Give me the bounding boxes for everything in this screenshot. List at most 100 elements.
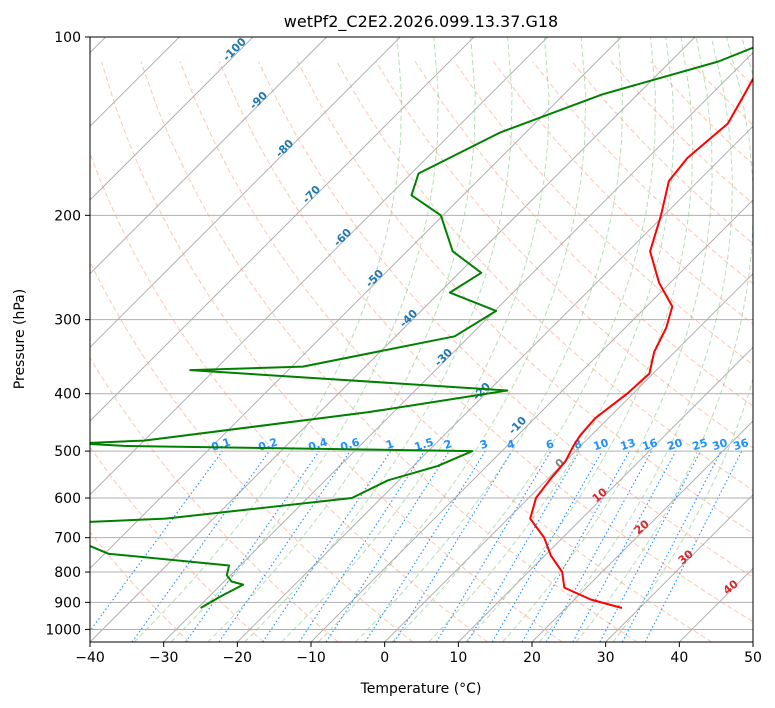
moist-adiabat-line: [428, 37, 675, 642]
x-tick-label: −10: [296, 650, 326, 666]
mixing-ratio-label: 0.2: [257, 435, 280, 453]
mixing-ratio-label: 10: [592, 436, 611, 453]
isotherm-line: [384, 272, 753, 642]
mixing-ratio-line: [364, 450, 486, 642]
theta-e-label: 20: [632, 517, 652, 537]
y-tick-label: 500: [54, 444, 81, 460]
mixing-ratio-line: [185, 450, 320, 642]
profile-lines: [90, 46, 753, 609]
isotherm-line: [90, 37, 549, 496]
mixing-ratio-line: [262, 450, 392, 642]
dry-adiabat-line: [453, 61, 753, 366]
dry-adiabat-line: [90, 151, 488, 642]
dry-adiabat-line: [140, 61, 638, 642]
chart-title: wetPf2_C2E2.2026.099.13.37.G18: [284, 12, 558, 32]
dry-adiabat-line: [90, 356, 339, 642]
x-tick-label: 0: [380, 650, 389, 666]
y-tick-label: 800: [54, 565, 81, 581]
mixing-ratio-label: 0.1: [210, 435, 233, 453]
theta-e-label: 40: [721, 577, 741, 597]
y-tick-label: 300: [54, 313, 81, 329]
dry-adiabat-line: [689, 61, 753, 126]
mixing-ratio-label: 3: [478, 437, 489, 452]
dry-adiabat-line: [375, 61, 753, 449]
moist-adiabat-line: [318, 37, 587, 642]
dry-adiabat-line: [768, 62, 775, 643]
isotherm-line: [90, 37, 475, 422]
x-tick-label: 40: [670, 650, 688, 666]
x-tick-label: 30: [597, 650, 615, 666]
moist-adiabat-line: [391, 37, 656, 642]
y-tick-label: 600: [54, 491, 81, 507]
isotherm-line: [90, 37, 622, 570]
isotherm-line: [90, 37, 401, 349]
x-tick-label: −30: [149, 650, 179, 666]
moist-adiabat-line: [207, 37, 476, 642]
x-axis-label: Temperature (°C): [360, 681, 482, 697]
moist-adiabat-line: [244, 37, 513, 642]
mixing-ratio-label: 30: [711, 436, 730, 453]
mixing-ratio-label: 16: [641, 436, 660, 453]
dry-adiabat-line: [414, 61, 753, 407]
mixing-ratio-line: [393, 450, 513, 642]
y-tick-label: 100: [54, 30, 81, 46]
isotherm-line: [678, 567, 753, 642]
mixing-ratio-line: [572, 450, 677, 642]
moist-adiabat-line: [539, 37, 733, 642]
mixing-ratio-label: 1: [384, 437, 395, 452]
mixing-ratio-label: 4: [505, 437, 517, 452]
mixing-ratio-line: [218, 450, 351, 642]
isotherm-line: [605, 493, 753, 642]
isotherm-line: [90, 37, 696, 642]
y-tick-label: 700: [54, 531, 81, 547]
moist-adiabat-line: [133, 37, 403, 642]
dry-adiabat-line: [101, 61, 563, 642]
mixing-ratio-line: [599, 450, 702, 642]
dry-adiabat-line: [493, 61, 753, 325]
isotherm-label: -80: [273, 137, 296, 160]
theta-e-label: 30: [676, 547, 696, 567]
mixing-ratio-label: 1.5: [413, 435, 436, 453]
x-tick-label: 10: [449, 650, 467, 666]
x-tick-label: −20: [223, 650, 253, 666]
x-tick-label: −40: [75, 650, 105, 666]
isotherm-label: -40: [397, 307, 420, 330]
theta-e-label: 10: [590, 485, 610, 505]
y-tick-label: 400: [54, 387, 81, 403]
isotherm-label: -10: [506, 414, 529, 437]
dry-adiabat-line: [257, 61, 753, 578]
dry-adiabat-line: [297, 61, 753, 535]
isotherm-label: -90: [247, 89, 270, 112]
y-axis-ticks: 100 200 300 400 500 600 700 800 900 1000: [45, 30, 90, 638]
isotherm-label: -60: [331, 226, 354, 249]
moist-adiabat-line: [170, 37, 439, 642]
mixing-ratio-line: [90, 450, 223, 632]
mixing-ratio-label: 6: [544, 437, 556, 452]
background-lines: [90, 37, 775, 643]
mixing-ratio-line: [545, 450, 653, 642]
temperature-profile-line: [529, 76, 753, 609]
moist-adiabat-line: [354, 37, 624, 642]
x-tick-label: 20: [523, 650, 541, 666]
mixing-ratio-line: [621, 450, 722, 642]
moist-adiabat-line: [465, 37, 694, 642]
dewpoint-profile-line: [90, 46, 753, 609]
isotherm-line: [531, 420, 753, 642]
dry-adiabat-line: [649, 61, 753, 165]
isotherm-line: [163, 51, 753, 642]
dry-adiabat-line: [90, 446, 264, 642]
dry-adiabat-line: [336, 61, 753, 491]
isotherm-line: [752, 641, 753, 642]
y-tick-label: 900: [54, 595, 81, 611]
moist-adiabat-line: [612, 37, 753, 642]
mixing-ratio-label: 36: [732, 436, 751, 453]
mixing-ratio-line: [644, 450, 743, 642]
x-tick-label: 50: [744, 650, 762, 666]
isotherm-line: [236, 125, 753, 642]
isotherm-label: -20: [470, 380, 493, 403]
mixing-ratio-line: [491, 450, 603, 642]
isotherm-line: [457, 346, 753, 642]
y-tick-label: 1000: [45, 622, 81, 638]
